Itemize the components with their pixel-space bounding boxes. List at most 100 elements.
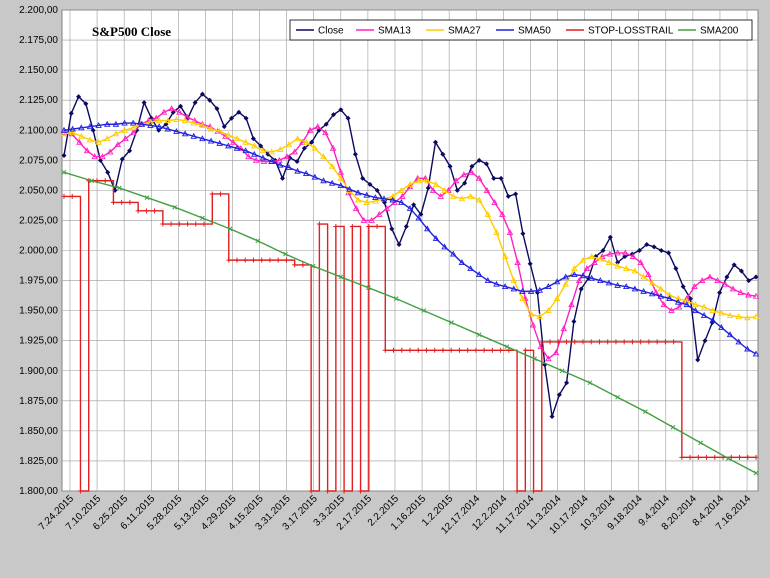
data-point [721, 280, 729, 287]
data-point [651, 244, 657, 250]
data-point [102, 178, 108, 184]
data-point [299, 138, 306, 145]
data-point [555, 339, 561, 345]
data-point [117, 185, 122, 191]
data-point [714, 277, 721, 284]
data-point [622, 283, 630, 290]
data-point [127, 148, 133, 154]
data-point [225, 131, 232, 138]
data-point [629, 339, 635, 345]
data-point [674, 298, 682, 305]
data-point [138, 120, 146, 127]
data-point [529, 321, 537, 328]
data-point [77, 488, 83, 494]
y-tick-label: 2.075,00 [19, 155, 58, 166]
data-point [155, 123, 163, 130]
data-point [423, 347, 429, 353]
data-point [193, 221, 199, 227]
data-point [201, 221, 207, 227]
data-point [328, 179, 336, 186]
data-point [382, 347, 388, 353]
data-point [76, 94, 82, 100]
data-point [556, 392, 562, 398]
data-point [69, 193, 75, 199]
data-point [467, 192, 474, 199]
data-point [267, 257, 273, 263]
data-point [605, 279, 613, 286]
data-point [510, 285, 518, 292]
data-point [547, 339, 553, 345]
data-point [469, 163, 475, 169]
data-point [559, 368, 565, 374]
data-point [363, 198, 371, 205]
data-point [687, 454, 693, 460]
data-point [242, 147, 249, 154]
data-point [316, 221, 322, 227]
y-tick-label: 2.000,00 [19, 246, 58, 257]
data-point [580, 339, 586, 345]
data-point [424, 177, 431, 184]
data-point [510, 277, 518, 284]
data-point [587, 380, 593, 386]
data-point [192, 100, 198, 106]
data-point [68, 110, 74, 116]
data-point [698, 277, 706, 284]
data-point [753, 454, 759, 460]
data-point [121, 126, 128, 133]
data-point [199, 122, 206, 128]
data-point [588, 274, 595, 281]
data-point [700, 312, 708, 318]
series-line [63, 171, 757, 474]
data-point [368, 217, 375, 223]
y-tick-label: 2.150,00 [19, 65, 58, 76]
data-point [183, 113, 191, 120]
data-point [276, 146, 284, 152]
data-point [670, 424, 676, 430]
data-point [504, 344, 510, 350]
data-point [596, 339, 602, 345]
data-point [622, 265, 630, 271]
data-point [110, 199, 116, 205]
data-point [226, 257, 232, 263]
data-point [549, 413, 555, 419]
data-point [614, 249, 621, 256]
data-point [209, 191, 215, 197]
data-point [425, 185, 431, 191]
data-point [354, 189, 362, 196]
data-point [575, 277, 583, 284]
data-point [729, 285, 737, 292]
data-point [753, 274, 759, 280]
data-point [475, 196, 483, 203]
data-point [717, 290, 723, 296]
data-point [366, 285, 371, 291]
y-tick-label: 2.175,00 [19, 35, 58, 46]
data-point [255, 238, 261, 244]
data-point [164, 117, 172, 124]
data-point [545, 307, 552, 314]
data-point [553, 278, 561, 285]
data-point [380, 195, 388, 202]
data-point [648, 279, 656, 286]
data-point [121, 119, 128, 126]
data-point [250, 136, 256, 142]
data-point [99, 153, 106, 160]
data-point [236, 109, 242, 115]
data-point [91, 153, 99, 160]
data-point [129, 119, 137, 126]
data-point [622, 254, 628, 260]
series-line [63, 118, 757, 319]
data-point [493, 280, 500, 287]
data-point [468, 168, 475, 175]
y-tick-label: 1.900,00 [19, 366, 58, 377]
data-point [614, 262, 621, 269]
data-point [112, 130, 120, 137]
data-point [61, 153, 67, 159]
data-point [325, 488, 331, 494]
data-point [520, 231, 526, 237]
data-point [458, 259, 466, 265]
data-point [374, 187, 380, 193]
data-point [229, 138, 237, 145]
data-point [372, 194, 379, 201]
data-point [399, 192, 406, 199]
data-point [536, 286, 544, 293]
